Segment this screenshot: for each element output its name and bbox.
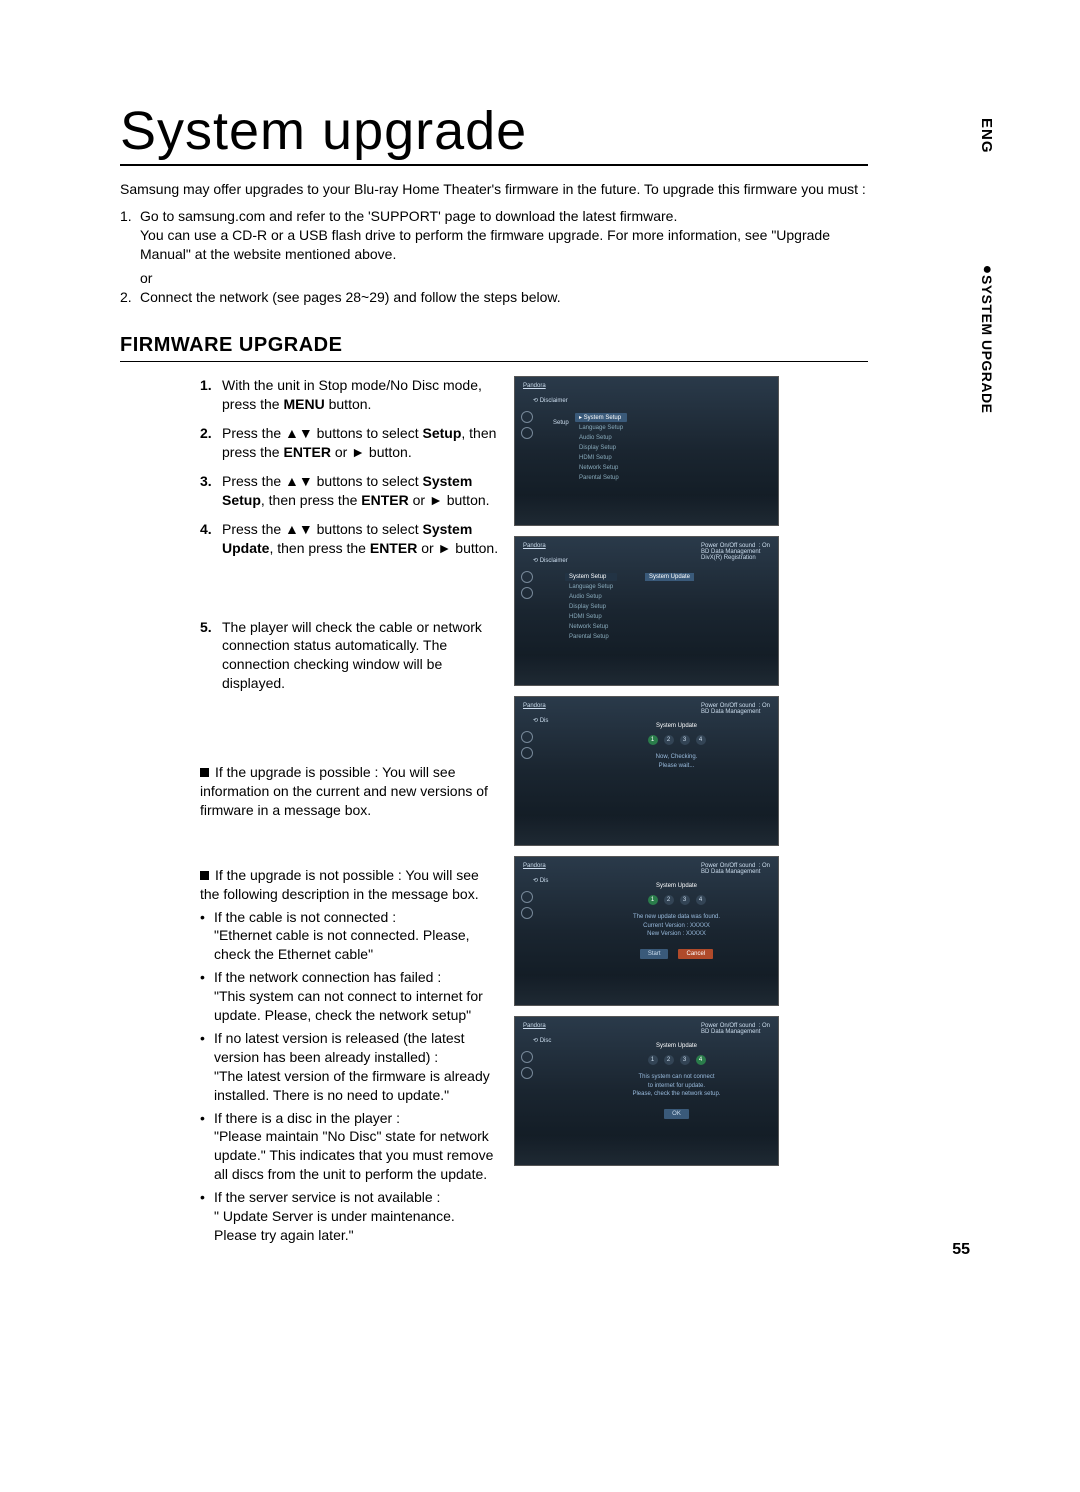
step-num: 4. <box>200 520 222 558</box>
language-tag: ENG <box>978 118 995 154</box>
tv-screenshot-3: Pandora Power On/Off sound : OnBD Data M… <box>514 696 779 846</box>
prereq-list: 1. Go to samsung.com and refer to the 'S… <box>120 207 868 264</box>
step-num: 5. <box>200 618 222 694</box>
list-num: 2. <box>120 288 140 307</box>
tv-screenshot-5: Pandora Power On/Off sound : OnBD Data M… <box>514 1016 779 1166</box>
list-num: 1. <box>120 207 140 264</box>
step-num: 3. <box>200 472 222 510</box>
list-text: You can use a CD-R or a USB flash drive … <box>140 227 830 262</box>
step-body: The player will check the cable or netwo… <box>222 618 500 694</box>
note-block: If the upgrade is not possible : You wil… <box>200 866 500 1245</box>
tv-screenshot-1: Pandora ⟲ Disclaimer Setup ▸ System Setu… <box>514 376 779 526</box>
step-body: Press the ▲▼ buttons to select Setup, th… <box>222 424 500 462</box>
list-text: Go to samsung.com and refer to the 'SUPP… <box>140 208 677 224</box>
note-block: If the upgrade is possible : You will se… <box>200 763 500 820</box>
list-text: Connect the network (see pages 28~29) an… <box>140 288 561 307</box>
section-side-label: SYSTEM UPGRADE <box>979 275 995 413</box>
page-number: 55 <box>952 1241 970 1259</box>
or-text: or <box>140 270 990 286</box>
page-title: System upgrade <box>120 100 868 166</box>
step-num: 1. <box>200 376 222 414</box>
tv-screenshot-4: Pandora Power On/Off sound : OnBD Data M… <box>514 856 779 1006</box>
step-body: Press the ▲▼ buttons to select System Up… <box>222 520 500 558</box>
section-heading: FIRMWARE UPGRADE <box>120 334 868 362</box>
square-bullet-icon <box>200 871 209 880</box>
intro-text: Samsung may offer upgrades to your Blu-r… <box>120 180 868 199</box>
step-num: 2. <box>200 424 222 462</box>
step-body: With the unit in Stop mode/No Disc mode,… <box>222 376 500 414</box>
screenshots-column: Pandora ⟲ Disclaimer Setup ▸ System Setu… <box>514 376 794 1258</box>
manual-page: ENG ● SYSTEM UPGRADE System upgrade Sams… <box>0 0 1080 1299</box>
instructions-column: 1. With the unit in Stop mode/No Disc mo… <box>120 376 500 1258</box>
step-body: Press the ▲▼ buttons to select System Se… <box>222 472 500 510</box>
tv-screenshot-2: Pandora Power On/Off sound : OnBD Data M… <box>514 536 779 686</box>
square-bullet-icon <box>200 768 209 777</box>
